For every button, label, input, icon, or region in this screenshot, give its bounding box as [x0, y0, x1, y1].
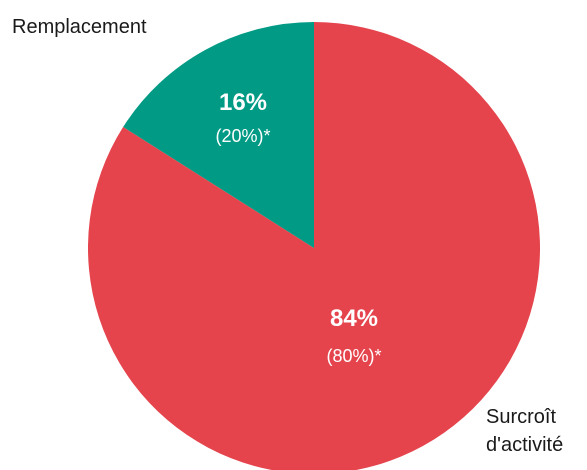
slice-secondary-label: (20%)* [215, 126, 270, 146]
category-label-line: d'activité [486, 434, 563, 456]
category-label-remplacement: Remplacement [12, 16, 147, 38]
category-label-surcroit: Surcroît d'activité [486, 406, 563, 456]
slice-value-label: 84% [330, 305, 378, 332]
pie-slice-surcroit [88, 22, 540, 470]
category-label-line: Remplacement [12, 16, 147, 38]
category-label-line: Surcroît [486, 406, 556, 428]
pie-slice-remplacement [123, 21, 315, 248]
slice-secondary-label: (80%)* [326, 346, 381, 366]
slice-value-label: 16% [219, 89, 267, 116]
